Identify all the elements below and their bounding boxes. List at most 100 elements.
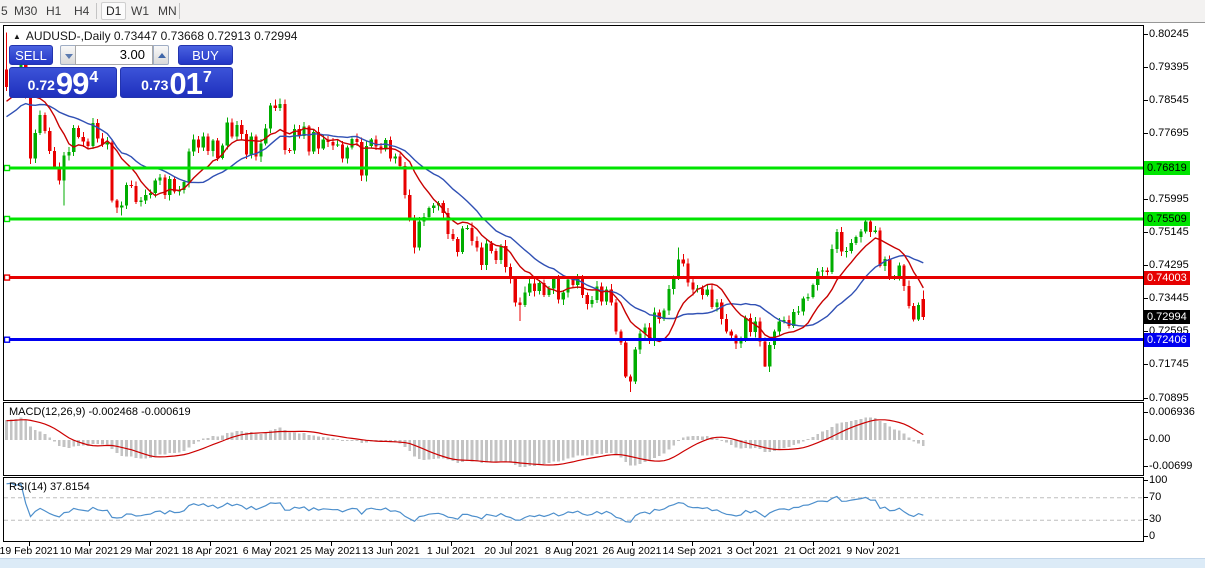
date-tick [511,542,513,546]
price-axis-label: 0.77695 [1144,127,1189,140]
price-axis-label: 0.71745 [1144,358,1189,371]
toolbar-separator [179,3,180,19]
timeframe-button-M30[interactable]: M30 [14,4,38,18]
hline-anchor-icon [4,274,11,281]
date-tick [29,542,30,546]
rsi-chart [4,482,1143,523]
rsi-line [6,482,924,523]
date-label: 9 Nov 2021 [846,545,901,557]
ask-price-pip-digit: 7 [202,69,212,86]
bid-price-big-digits: 99 [55,67,89,98]
macd-chart [5,417,925,468]
date-label: 20 Jul 2021 [484,545,539,557]
price-axis-label: 0.74295 [1144,259,1189,272]
macd-pane[interactable]: MACD(12,26,9) -0.002468 -0.000619 [3,402,1144,476]
current-price-tag: 0.72994 [1144,309,1190,324]
date-tick [330,542,332,546]
date-tick [270,542,272,546]
price-axis-label: 0.79395 [1144,61,1189,74]
sell-button[interactable]: SELL [9,45,53,65]
price-axis-label: 0.78545 [1144,94,1189,107]
date-tick [752,542,754,546]
arrow-down-icon [65,54,73,59]
date-tick [873,542,875,546]
timeframe-button-H1[interactable]: H1 [46,4,62,18]
hline-price-tag: 0.74003 [1144,270,1190,285]
rsi-pane[interactable]: RSI(14) 37.8154 [3,477,1144,542]
arrow-up-icon [158,53,166,58]
timeframe-button-MN[interactable]: MN [158,4,177,18]
volume-increase-button[interactable] [153,45,169,65]
date-label: 14 Sep 2021 [662,545,723,557]
hline-price-tag: 0.72406 [1144,332,1190,347]
rsi-axis-label: 0 [1144,530,1155,543]
macd-signal-line [6,419,924,466]
rsi-axis-label: 100 [1144,474,1167,487]
ask-price-prefix: 0.73 [141,77,169,93]
date-tick [149,542,151,546]
buy-button[interactable]: BUY [178,45,233,65]
hline-price-tag: 0.76819 [1144,161,1190,175]
date-label: 18 Apr 2021 [181,545,239,557]
chart-ohlc-header: ▲ AUDUSD-,Daily 0.73447 0.73668 0.72913 0… [13,29,297,43]
date-tick [451,542,453,546]
date-label: 25 May 2021 [300,545,361,557]
bid-price-display[interactable]: 0.72 99 4 [9,67,117,98]
hline-anchor-icon [4,164,11,172]
date-label: 29 Mar 2021 [120,545,180,557]
date-label: 21 Oct 2021 [784,545,842,557]
macd-axis-label: 0.00 [1144,433,1170,446]
toolbar-separator [96,3,97,19]
date-label: 13 Jun 2021 [361,545,420,557]
date-axis[interactable]: 19 Feb 2021 10 Mar 2021 29 Mar 2021 18 Apr … [0,542,1143,558]
timeframe-toolbar: 5 M30 H1 H4 D1 W1 MN [0,0,1205,23]
macd-histogram [5,417,925,468]
rsi-axis-label: 70 [1144,491,1161,504]
ask-price-display[interactable]: 0.73 01 7 [120,67,233,98]
date-label: 8 Aug 2021 [545,545,599,557]
price-axis-label: 0.75145 [1144,226,1189,239]
hline-anchor-icon [4,215,11,223]
macd-axis-label: -0.00699 [1144,460,1192,473]
date-tick [390,542,392,546]
date-tick [209,542,211,546]
price-axis[interactable]: 0.80245 0.79395 0.78545 0.77695 0.75995 0.751… [1144,25,1205,558]
date-tick [632,542,633,546]
timeframe-button-D1[interactable]: D1 [101,2,127,20]
ask-price-big-digits: 01 [169,67,202,98]
timeframe-button-W1[interactable]: W1 [131,4,149,18]
main-chart-pane[interactable]: ▲ AUDUSD-,Daily 0.73447 0.73668 0.72913 0… [3,25,1144,401]
rsi-label: RSI(14) 37.8154 [9,481,90,493]
ma-slow-line [6,102,924,327]
date-label: 1 Jul 2021 [426,545,476,557]
ma-fast-line [6,86,924,343]
date-label: 26 Aug 2021 [602,545,662,557]
volume-input[interactable]: 3.00 [75,45,153,65]
collapse-triangle-icon[interactable]: ▲ [13,32,21,41]
date-label: 10 Mar 2021 [59,545,119,557]
price-axis-label: 0.80245 [1144,28,1189,41]
bid-price-prefix: 0.72 [27,77,55,93]
date-tick [571,542,573,546]
date-label: 19 Feb 2021 [0,545,59,557]
date-tick [692,542,694,546]
date-label: 6 May 2021 [242,545,298,557]
hline-anchor-icon [4,336,11,343]
date-tick [89,542,91,546]
date-label: 3 Oct 2021 [726,545,779,557]
timeframe-button-H4[interactable]: H4 [74,4,90,18]
macd-axis-label: 0.006936 [1144,406,1195,419]
symbol-ohlc-text: AUDUSD-,Daily 0.73447 0.73668 0.72913 0.… [25,29,298,43]
one-click-trading-panel: SELL 3.00 BUY 0.72 99 4 0.73 01 7 [9,45,233,98]
hline-price-tag: 0.75509 [1144,211,1190,226]
price-axis-label: 0.73445 [1144,292,1189,305]
volume-decrease-button[interactable] [60,45,76,65]
rsi-axis-label: 30 [1144,513,1161,526]
bid-price-pip-digit: 4 [89,69,99,86]
macd-label: MACD(12,26,9) -0.002468 -0.000619 [9,406,191,418]
price-axis-label: 0.70895 [1144,392,1189,405]
date-tick [812,542,814,546]
window-bottom-strip [0,558,1205,568]
timeframe-button-5[interactable]: 5 [1,4,8,18]
